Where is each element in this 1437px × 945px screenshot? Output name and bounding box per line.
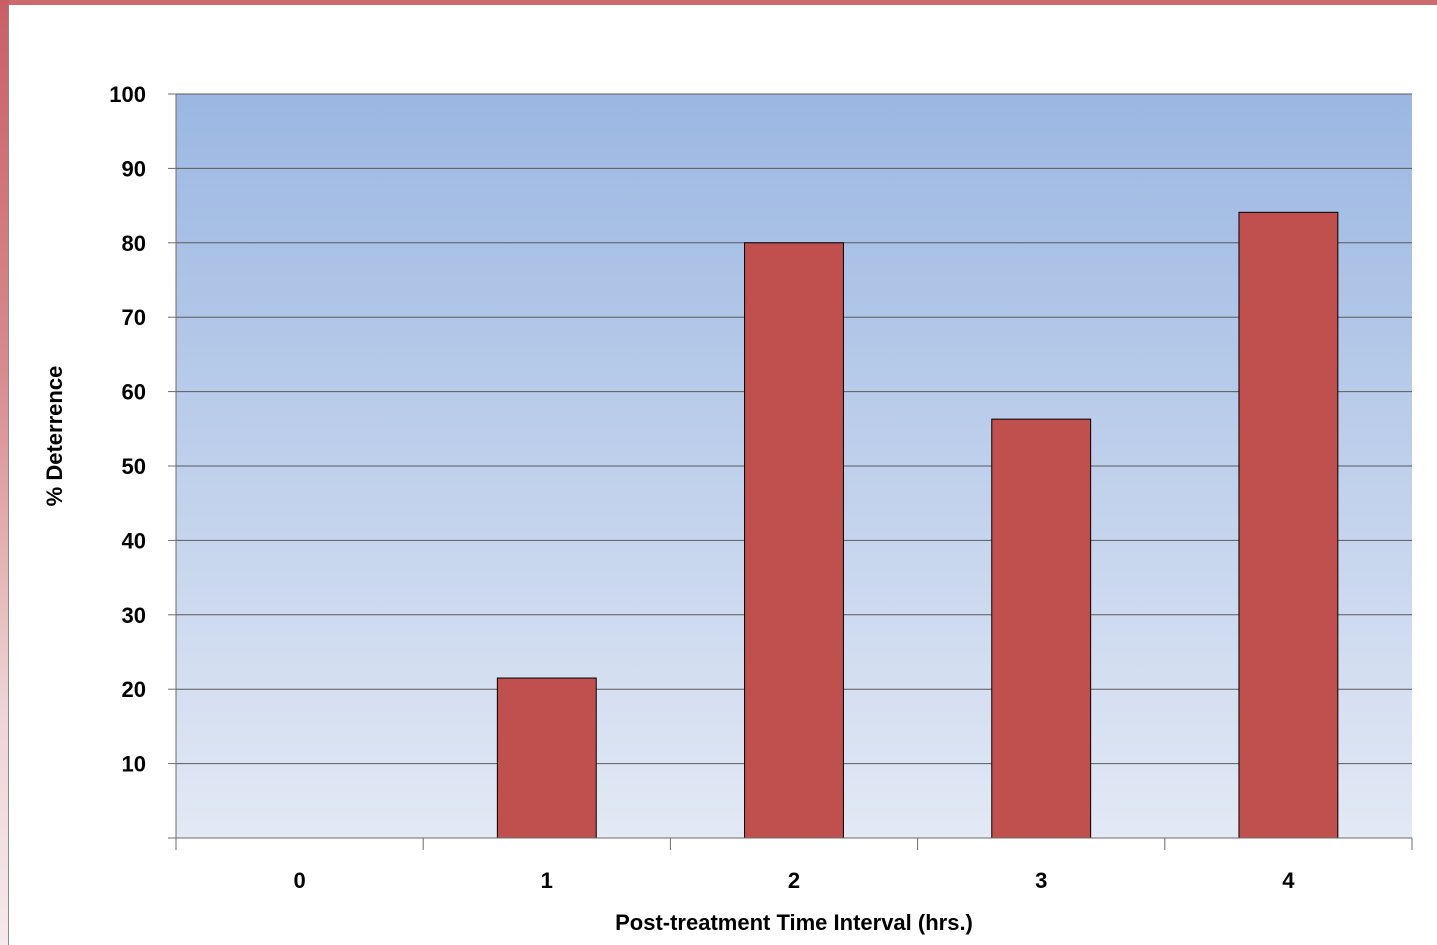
x-axis-title: Post-treatment Time Interval (hrs.) <box>615 910 973 935</box>
x-tick-label: 2 <box>788 868 800 893</box>
x-tick-label: 3 <box>1035 868 1047 893</box>
y-tick-label: 70 <box>122 305 146 330</box>
bar-1 <box>496 677 597 839</box>
slide-frame-left-border <box>0 0 9 945</box>
axes <box>168 93 1413 850</box>
y-tick-label: 100 <box>109 82 146 107</box>
x-axis-tick-labels: 0 1 2 3 4 <box>293 868 1295 893</box>
slide-frame-top-border <box>0 0 1437 5</box>
slide-frame-left-line <box>8 5 9 945</box>
bar-2 <box>744 242 844 839</box>
bar-3 <box>991 418 1092 839</box>
y-tick-label: 60 <box>122 380 146 405</box>
bar-4 <box>1238 211 1339 839</box>
y-axis-title: % Deterrence <box>42 366 67 507</box>
y-axis-tick-labels: 10 20 30 40 50 60 70 80 90 100 <box>109 82 146 777</box>
y-tick-label: 90 <box>122 156 146 181</box>
y-tick-label: 80 <box>122 231 146 256</box>
x-tick-label: 1 <box>541 868 553 893</box>
y-tick-label: 20 <box>122 677 146 702</box>
y-tick-label: 50 <box>122 454 146 479</box>
bars <box>496 211 1339 839</box>
y-tick-label: 10 <box>122 752 146 777</box>
x-tick-label: 0 <box>293 868 305 893</box>
y-tick-label: 30 <box>122 603 146 628</box>
y-tick-label: 40 <box>122 528 146 553</box>
x-tick-label: 4 <box>1282 868 1295 893</box>
